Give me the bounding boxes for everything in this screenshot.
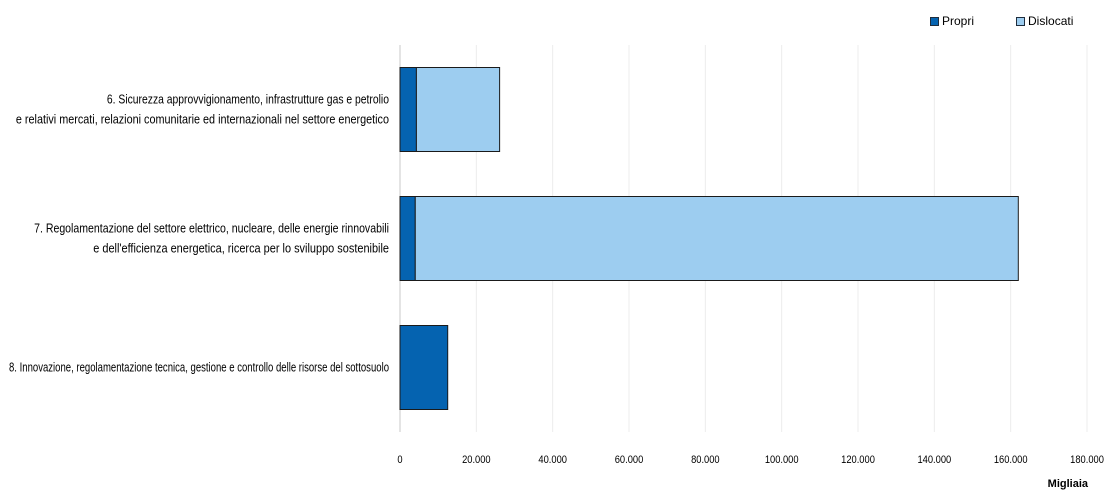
x-tick-label: 140.000	[917, 454, 951, 466]
bar-dislocati	[414, 196, 1019, 281]
legend-item-dislocati: Dislocati	[1016, 14, 1073, 28]
bar-propri	[399, 196, 416, 281]
bar-dislocati	[415, 67, 501, 152]
legend-label-propri: Propri	[942, 14, 975, 28]
x-tick-label: 160.000	[994, 454, 1028, 466]
x-tick-label: 100.000	[765, 454, 799, 466]
legend-swatch-propri	[930, 16, 939, 26]
x-tick-label: 80.000	[691, 454, 720, 466]
x-tick-label: 0	[397, 454, 402, 466]
category-label: 6. Sicurezza approvvigionamento, infrast…	[107, 93, 389, 107]
category-label: e dell'efficienza energetica, ricerca pe…	[93, 242, 389, 256]
x-axis-unit-label: Migliaia	[1047, 478, 1088, 490]
category-label: e relativi mercati, relazioni comunitari…	[16, 113, 389, 127]
category-label: 8. Innovazione, regolamentazione tecnica…	[9, 361, 389, 375]
category-label: 7. Regolamentazione del settore elettric…	[34, 222, 389, 236]
legend: Propri Dislocati	[930, 14, 1073, 28]
bar-propri	[399, 325, 449, 410]
bar-propri	[399, 67, 417, 152]
legend-item-propri: Propri	[930, 14, 974, 28]
x-tick-label: 60.000	[615, 454, 644, 466]
x-tick-label: 20.000	[462, 454, 491, 466]
legend-swatch-dislocati	[1016, 16, 1026, 26]
x-tick-label: 120.000	[841, 454, 875, 466]
x-tick-label: 180.000	[1070, 454, 1104, 466]
x-tick-label: 40.000	[538, 454, 567, 466]
legend-label-dislocati: Dislocati	[1028, 14, 1074, 28]
